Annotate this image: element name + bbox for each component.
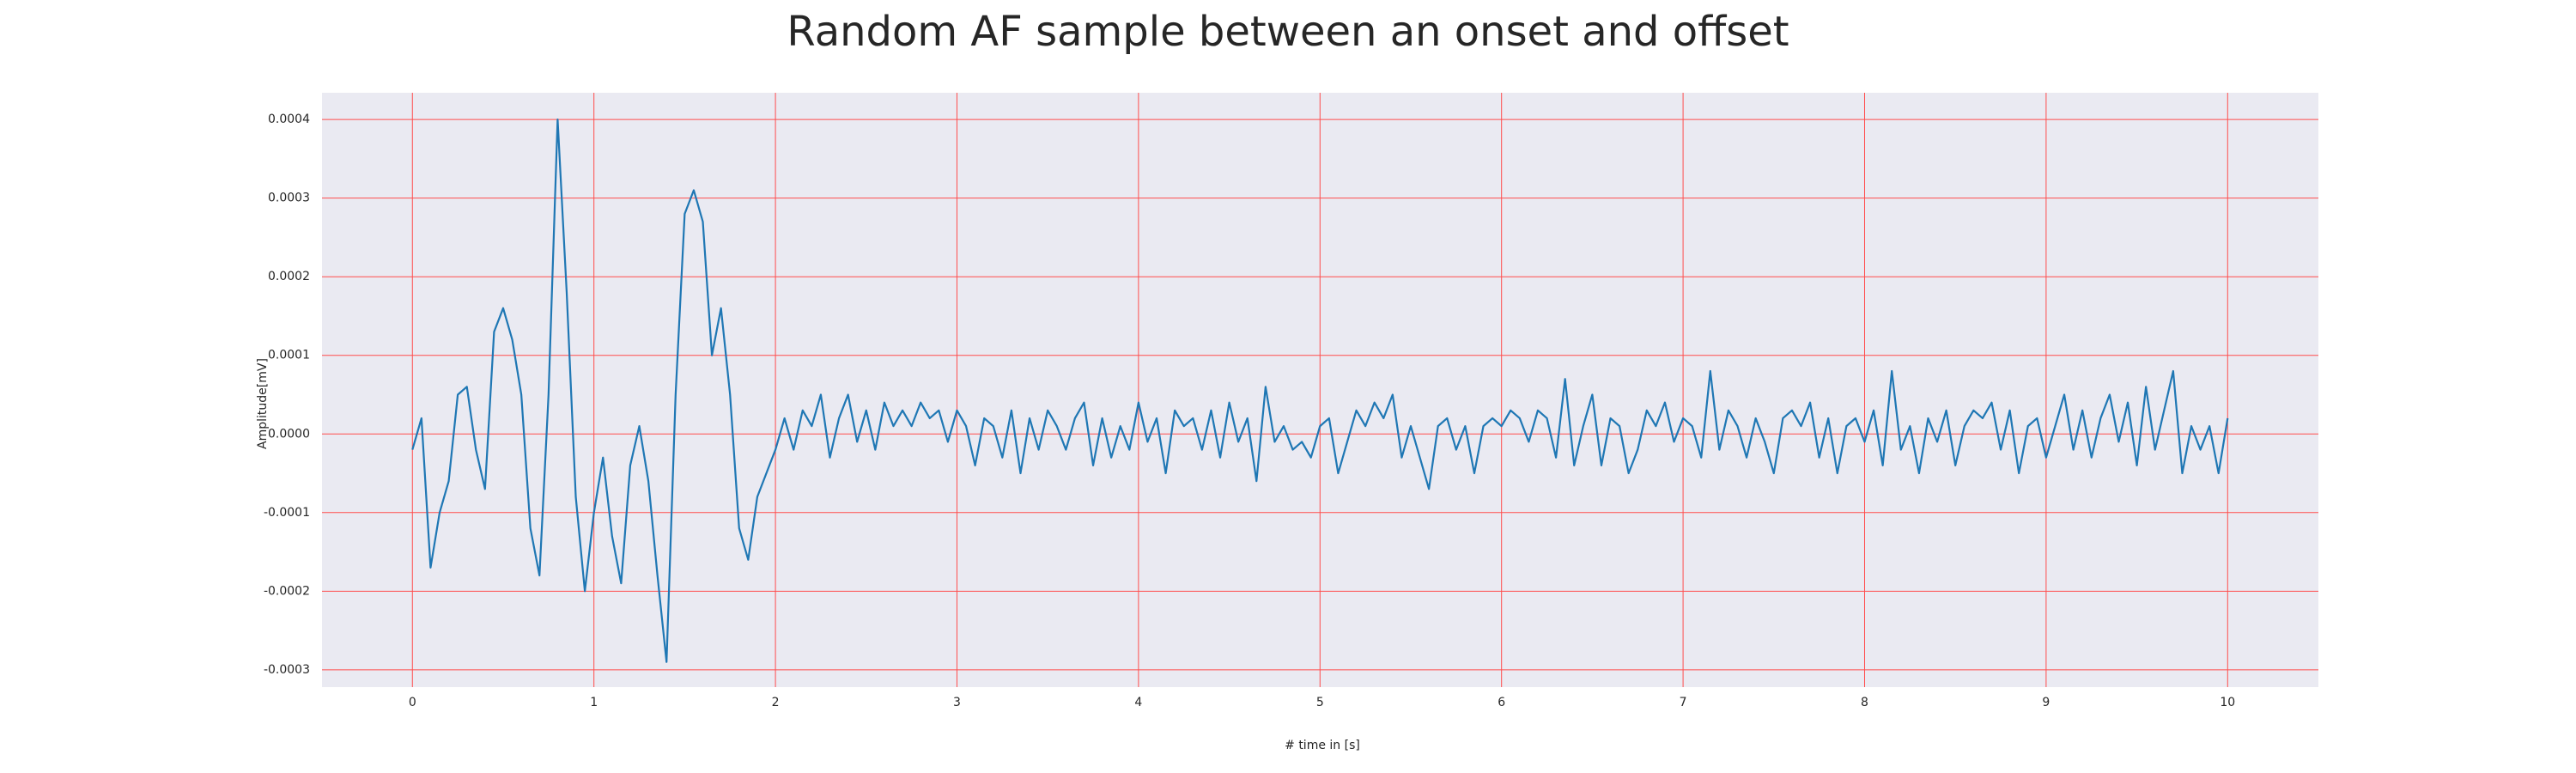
- x-tick-label: 9: [2042, 696, 2050, 709]
- x-axis-label: # time in [s]: [1285, 739, 1360, 752]
- y-tick-label: 0.0003: [268, 192, 310, 205]
- y-tick-label: 0.0000: [268, 427, 310, 441]
- x-tick-label: 1: [590, 696, 598, 709]
- y-tick-label: -0.0003: [264, 663, 310, 677]
- x-tick-label: 7: [1680, 696, 1687, 709]
- y-tick-label: -0.0002: [264, 584, 310, 598]
- y-tick-label: 0.0004: [268, 113, 310, 126]
- x-tick-label: 0: [409, 696, 416, 709]
- x-tick-label: 10: [2220, 696, 2235, 709]
- x-tick-label: 4: [1134, 696, 1142, 709]
- y-tick-label: 0.0002: [268, 270, 310, 283]
- y-axis-label: Amplitude[mV]: [256, 358, 270, 449]
- data-line: [411, 119, 2229, 663]
- y-tick-label: 0.0001: [268, 349, 310, 362]
- x-tick-label: 6: [1498, 696, 1505, 709]
- chart-title: Random AF sample between an onset and of…: [787, 8, 1789, 56]
- x-tick-label: 5: [1316, 696, 1324, 709]
- x-tick-label: 2: [772, 696, 780, 709]
- x-tick-label: 3: [953, 696, 961, 709]
- x-tick-label: 8: [1861, 696, 1868, 709]
- y-tick-label: -0.0001: [264, 506, 310, 520]
